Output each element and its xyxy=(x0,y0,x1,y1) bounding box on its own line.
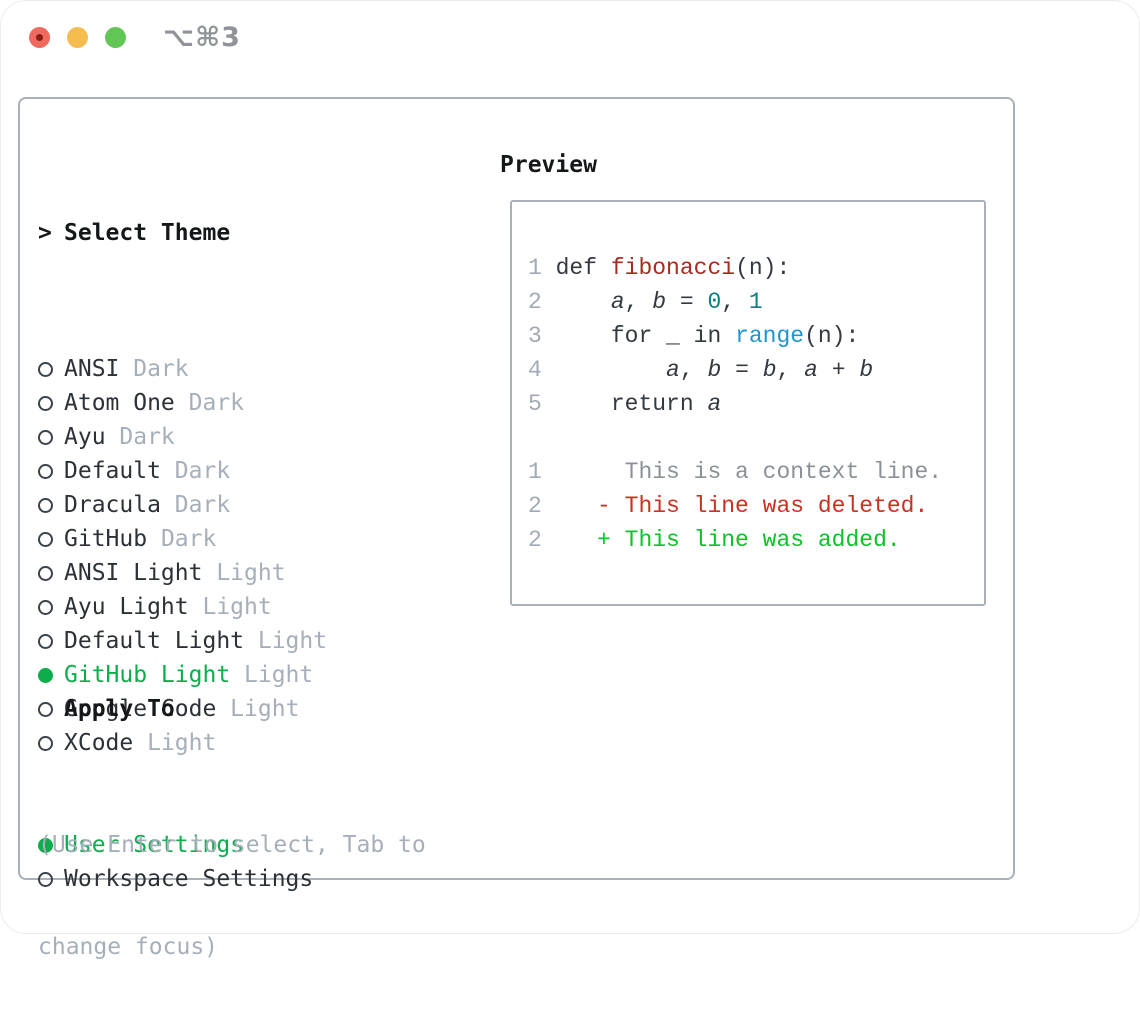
app-window: ⌥⌘3 > Select Theme ANSI Dark Atom One Dar… xyxy=(18,22,1015,960)
theme-list-title: Select Theme xyxy=(64,220,231,246)
theme-list: > Select Theme ANSI Dark Atom One Dark Ayu… xyxy=(38,148,327,760)
hint-line-1: (Use Enter to select, Tab to xyxy=(38,832,426,858)
option-label: Default xyxy=(64,458,161,484)
theme-option-github-light[interactable]: GitHub Light Light xyxy=(38,658,327,692)
option-label: User Settings xyxy=(64,832,245,858)
theme-option-ayu-light[interactable]: Ayu Light Light xyxy=(38,590,327,624)
option-label: ANSI Light xyxy=(64,560,203,586)
preview-box: 1 def fibonacci(n): 2 a, b = 0, 1 3 for … xyxy=(510,200,986,606)
option-label: ANSI xyxy=(64,356,120,382)
option-label: Ayu Light xyxy=(64,594,189,620)
minimize-button[interactable] xyxy=(67,27,88,48)
apply-to-section: Apply To User Settings Workspace Settings xyxy=(38,624,313,896)
radio-icon xyxy=(38,871,64,887)
theme-option-ayu[interactable]: Ayu Dark xyxy=(38,420,327,454)
radio-selected-icon xyxy=(38,837,64,853)
option-variant: Dark xyxy=(147,526,217,552)
theme-option-xcode[interactable]: XCode Light xyxy=(38,726,327,760)
option-label: Google Code xyxy=(64,696,217,722)
radio-icon xyxy=(38,463,64,479)
window-title: ⌥⌘3 xyxy=(163,22,241,53)
option-label: XCode xyxy=(64,730,134,756)
radio-icon xyxy=(38,565,64,581)
option-variant: Dark xyxy=(174,390,245,416)
theme-option-google-code[interactable]: Google Code Light xyxy=(38,692,327,726)
theme-option-default-light[interactable]: Default Light Light xyxy=(38,624,327,658)
option-variant: Light xyxy=(133,730,217,756)
option-label: GitHub Light xyxy=(64,662,231,688)
hint-line-2: change focus) xyxy=(38,934,219,960)
option-label: Workspace Settings xyxy=(64,866,314,892)
prompt-caret-icon: > xyxy=(38,220,52,246)
preview-title: Preview xyxy=(500,152,597,178)
keyboard-hint: (Use Enter to select, Tab to change focu… xyxy=(38,760,426,1032)
radio-icon xyxy=(38,701,64,717)
radio-icon xyxy=(38,735,64,751)
option-label: Default Light xyxy=(64,628,245,654)
theme-option-dracula[interactable]: Dracula Dark xyxy=(38,488,327,522)
radio-icon xyxy=(38,361,64,377)
theme-option-default[interactable]: Default Dark xyxy=(38,454,327,488)
apply-option-user-settings[interactable]: User Settings xyxy=(38,828,313,862)
option-variant: Dark xyxy=(160,492,231,518)
theme-option-ansi[interactable]: ANSI Dark xyxy=(38,352,327,386)
option-variant: Dark xyxy=(160,458,231,484)
radio-icon xyxy=(38,497,64,513)
radio-icon xyxy=(38,599,64,615)
radio-icon xyxy=(38,429,64,445)
theme-option-ansi-light[interactable]: ANSI Light Light xyxy=(38,556,327,590)
radio-selected-icon xyxy=(38,667,64,683)
zoom-button[interactable] xyxy=(105,27,126,48)
option-variant: Light xyxy=(202,560,286,586)
option-variant: Light xyxy=(230,662,314,688)
theme-option-atom-one[interactable]: Atom One Dark xyxy=(38,386,327,420)
radio-icon xyxy=(38,531,64,547)
option-label: Atom One xyxy=(64,390,175,416)
theme-list-header: > Select Theme xyxy=(38,216,327,250)
close-button[interactable] xyxy=(29,27,50,48)
preview-code: 1 def fibonacci(n): 2 a, b = 0, 1 3 for … xyxy=(528,255,943,553)
apply-to-title: Apply To xyxy=(64,696,175,722)
apply-option-workspace-settings[interactable]: Workspace Settings xyxy=(38,862,313,896)
option-variant: Dark xyxy=(105,424,175,450)
option-variant: Dark xyxy=(119,356,189,382)
option-label: Dracula xyxy=(64,492,161,518)
option-label: Ayu xyxy=(64,424,106,450)
option-variant: Light xyxy=(188,594,272,620)
option-label: GitHub xyxy=(64,526,148,552)
theme-option-github[interactable]: GitHub Dark xyxy=(38,522,327,556)
radio-icon xyxy=(38,633,64,649)
option-variant: Light xyxy=(244,628,328,654)
radio-icon xyxy=(38,395,64,411)
apply-to-header: Apply To xyxy=(38,692,313,726)
option-variant: Light xyxy=(216,696,300,722)
